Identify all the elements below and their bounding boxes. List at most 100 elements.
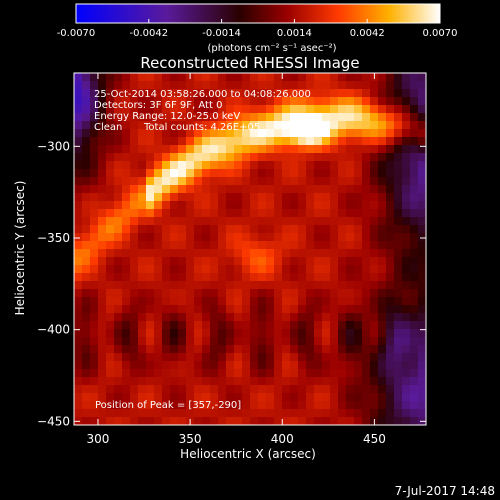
heatmap-cell [74,249,83,258]
heatmap-cell [82,161,91,170]
heatmap-cell [306,193,315,202]
heatmap-cell [82,249,91,258]
heatmap-cell [330,113,339,122]
heatmap-cell [226,393,235,402]
heatmap-cell [82,137,91,146]
heatmap-cell [370,313,379,322]
heatmap-cell [234,305,243,314]
heatmap-cell [306,241,315,250]
heatmap-cell [298,73,307,82]
heatmap-cell [402,185,411,194]
heatmap-cell [266,313,275,322]
heatmap-cell [282,313,291,322]
heatmap-cell [354,217,363,226]
heatmap-cell [354,81,363,90]
heatmap-cell [98,329,107,338]
heatmap-cell [178,353,187,362]
heatmap-cell [74,201,83,210]
heatmap-cell [378,265,387,274]
heatmap-cell [378,337,387,346]
heatmap-cell [82,377,91,386]
heatmap-cell [242,313,251,322]
heatmap-cell [114,97,123,106]
heatmap-cell [146,337,155,346]
heatmap-cell [90,225,99,234]
heatmap-cell [410,337,419,346]
heatmap-cell [386,257,395,266]
heatmap-cell [146,113,155,122]
heatmap-cell [386,89,395,98]
heatmap-cell [338,393,347,402]
heatmap-cell [394,417,403,425]
heatmap-cell [202,289,211,298]
heatmap-cell [266,329,275,338]
heatmap-cell [138,145,147,154]
heatmap-cell [90,385,99,394]
heatmap-cell [210,169,219,178]
heatmap-cell [98,105,107,114]
heatmap-cell [218,113,227,122]
heatmap-cell [146,313,155,322]
heatmap-cell [330,193,339,202]
heatmap-cell [146,369,155,378]
heatmap-cell [274,177,283,186]
heatmap-cell [130,241,139,250]
heatmap-cell [322,249,331,258]
heatmap-cell [354,377,363,386]
heatmap-cell [274,393,283,402]
heatmap-cell [386,393,395,402]
heatmap-cell [266,265,275,274]
heatmap-cell [74,161,83,170]
heatmap-cell [274,145,283,154]
heatmap-cell [218,377,227,386]
heatmap-cell [290,337,299,346]
heatmap-cell [234,257,243,266]
heatmap-cell [186,257,195,266]
heatmap-cell [154,153,163,162]
heatmap-cell [250,241,259,250]
x-tick-label: 400 [271,432,294,446]
heatmap-cell [202,209,211,218]
heatmap-cell [154,105,163,114]
heatmap-cell [370,145,379,154]
heatmap-cell [218,417,227,425]
heatmap-cell [122,177,131,186]
heatmap-cell [202,417,211,425]
heatmap-cell [178,185,187,194]
heatmap-cell [402,321,411,330]
heatmap-cell [242,249,251,258]
heatmap-cell [138,81,147,90]
heatmap-cell [122,225,131,234]
heatmap-cell [194,417,203,425]
heatmap-cell [202,377,211,386]
heatmap-cell [202,137,211,146]
heatmap-cell [82,345,91,354]
heatmap-cell [290,185,299,194]
heatmap-cell [386,177,395,186]
heatmap-cell [194,409,203,418]
heatmap-cell [386,121,395,130]
heatmap-cell [330,105,339,114]
heatmap-cell [362,409,371,418]
heatmap-cell [130,313,139,322]
heatmap-cell [90,169,99,178]
heatmap-cell [250,409,259,418]
heatmap-cell [234,401,243,410]
heatmap-cell [338,281,347,290]
heatmap-cell [106,361,115,370]
heatmap-cell [378,121,387,130]
heatmap-cell [98,137,107,146]
heatmap-cell [394,137,403,146]
heatmap-cell [314,361,323,370]
heatmap-cell [178,169,187,178]
heatmap-cell [242,105,251,114]
heatmap-cell [98,241,107,250]
heatmap-cell [346,401,355,410]
heatmap-cell [346,209,355,218]
heatmap-cell [154,209,163,218]
heatmap-cell [362,153,371,162]
heatmap-cell [98,249,107,258]
heatmap-cell [218,153,227,162]
heatmap-cell [122,353,131,362]
heatmap-cell [242,289,251,298]
